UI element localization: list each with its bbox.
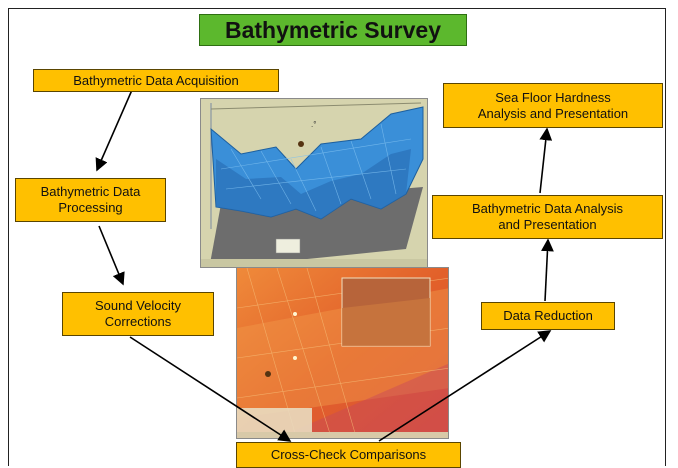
node-label-line2: Corrections bbox=[104, 314, 172, 329]
node-label-line2: Processing bbox=[58, 200, 123, 215]
node-label-line1: Sea Floor Hardness bbox=[495, 89, 611, 105]
node-data-reduction: Data Reduction bbox=[481, 302, 615, 330]
node-label: Bathymetric Data Acquisition bbox=[73, 72, 239, 88]
sound-velocity-map-image bbox=[236, 267, 449, 439]
surface-plot-graphic: .° bbox=[201, 99, 427, 267]
node-label-line1: Bathymetric Data Analysis bbox=[471, 201, 623, 216]
node-label: Cross-Check Comparisons bbox=[270, 447, 427, 462]
node-label-line2: and Presentation bbox=[498, 217, 597, 232]
node-label-line1: Sound Velocity bbox=[94, 298, 181, 313]
map-graphic bbox=[237, 268, 448, 438]
node-data-acquisition: Bathymetric Data Acquisition bbox=[33, 69, 279, 92]
bathymetry-3d-image: .° bbox=[200, 98, 428, 268]
svg-text:.°: .° bbox=[311, 120, 316, 129]
node-data-analysis: Bathymetric Data Analysis and Presentati… bbox=[432, 195, 663, 239]
slide-frame bbox=[8, 8, 666, 466]
node-label: Data Reduction bbox=[503, 308, 593, 323]
node-label-line2: Analysis and Presentation bbox=[477, 105, 629, 121]
node-label-line1: Bathymetric Data bbox=[40, 184, 141, 199]
node-hardness-analysis: Sea Floor Hardness Analysis and Presenta… bbox=[443, 83, 663, 128]
node-data-processing: Bathymetric Data Processing bbox=[15, 178, 166, 222]
page-title: Bathymetric Survey bbox=[199, 14, 467, 46]
node-cross-check: Cross-Check Comparisons bbox=[236, 442, 461, 468]
node-sound-velocity: Sound Velocity Corrections bbox=[62, 292, 214, 336]
